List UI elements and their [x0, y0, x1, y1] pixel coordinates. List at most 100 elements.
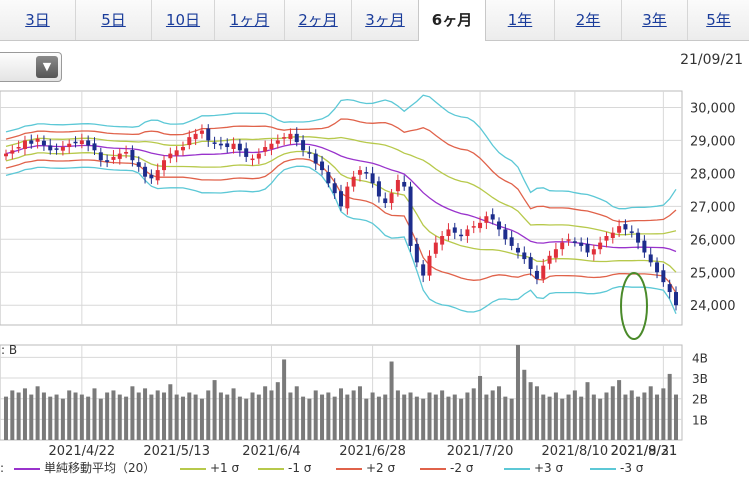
tab-1-year[interactable]: 1年	[507, 11, 533, 29]
volume-bar	[244, 398, 249, 440]
candle	[345, 182, 350, 215]
candle	[591, 244, 596, 261]
candle-body	[560, 242, 565, 250]
date-tick-label: 2021/8/31	[611, 444, 678, 459]
volume-bar	[136, 392, 141, 440]
tab-10-days[interactable]: 10日	[151, 0, 214, 40]
date-tick-label: 2021/4/22	[49, 444, 116, 459]
candle-body	[357, 170, 362, 175]
volume-bar	[174, 394, 179, 440]
candle-body	[136, 162, 141, 167]
tab-3-years[interactable]: 3年	[621, 0, 687, 40]
volume-bar	[111, 390, 116, 440]
candle-body	[376, 181, 381, 197]
candle	[440, 230, 445, 251]
volume-bar	[623, 394, 628, 440]
candle	[478, 216, 483, 233]
period-tab-bar: 3日 5日 10日 1ヶ月 2ヶ月 3ヶ月 6ヶ月 1年 2年 3年 5年	[0, 0, 749, 41]
candle	[566, 233, 571, 246]
volume-bar	[35, 386, 40, 440]
tab-5-years[interactable]: 5年	[687, 0, 749, 40]
date-tick-label: 2021/8/10	[542, 444, 609, 459]
volume-bar	[225, 394, 230, 440]
candle	[67, 139, 72, 154]
candle-body	[212, 142, 217, 144]
volume-tick-label: 3B	[692, 372, 708, 386]
candlestick-series	[4, 124, 678, 311]
chart-type-dropdown[interactable]: ▼	[0, 52, 62, 82]
legend-plus1sigma: +1 σ	[180, 459, 239, 477]
ma20-line	[5, 143, 677, 253]
volume-bar	[674, 394, 678, 440]
triangle-down-icon: ▼	[36, 56, 58, 78]
candle	[294, 127, 299, 147]
tab-2-years[interactable]: 2年	[554, 0, 621, 40]
candle	[395, 174, 400, 197]
candle-body	[225, 143, 230, 148]
candle	[29, 134, 34, 149]
candle-body	[446, 229, 451, 237]
legend-plus2sigma-label: +2 σ	[366, 461, 396, 475]
volume-bar	[250, 392, 255, 440]
tab-3-days[interactable]: 3日	[25, 11, 50, 29]
volume-bar	[67, 390, 72, 440]
volume-bar	[282, 359, 287, 440]
volume-bar	[320, 394, 325, 440]
candle	[60, 140, 65, 156]
candle	[79, 133, 84, 149]
candle	[212, 136, 217, 149]
candle-body	[48, 145, 53, 151]
candle-body	[4, 153, 8, 157]
candle	[301, 135, 306, 157]
candle-body	[155, 170, 160, 181]
candle	[288, 128, 293, 145]
volume-bar	[421, 398, 426, 440]
candle-body	[623, 224, 628, 230]
candle-body	[124, 151, 129, 154]
volume-bar	[566, 394, 571, 440]
volume-bar	[560, 398, 565, 440]
minus1-sigma-line	[5, 150, 677, 273]
volume-panel-label: : B	[1, 343, 17, 357]
volume-bar	[547, 396, 552, 440]
candle	[465, 225, 470, 243]
legend-minus3sigma-label: -3 σ	[620, 461, 644, 475]
candle-body	[332, 183, 337, 194]
candle	[180, 141, 185, 156]
candle-body	[497, 221, 502, 230]
candle	[674, 286, 678, 311]
volume-bar	[452, 394, 457, 440]
highlight-ellipse	[620, 272, 648, 340]
tab-5-days[interactable]: 5日	[75, 0, 151, 40]
volume-bar	[572, 390, 577, 440]
minus3-sigma-line	[5, 165, 677, 314]
candle	[598, 236, 603, 255]
candle-body	[92, 143, 97, 151]
candle	[370, 166, 375, 188]
volume-bar	[313, 390, 318, 440]
volume-bar	[490, 390, 495, 440]
price-axis: 24,000 25,000 26,000 27,000 28,000 29,000 30,0…	[690, 101, 736, 314]
candle-body	[256, 153, 261, 159]
candle	[326, 165, 331, 188]
candle-body	[237, 143, 242, 151]
candle	[48, 138, 53, 155]
tab-3-months[interactable]: 3ヶ月	[351, 0, 418, 40]
tab-1-month[interactable]: 1ヶ月	[214, 0, 284, 40]
volume-bar	[79, 394, 84, 440]
candle-body	[490, 214, 495, 220]
candle	[92, 137, 97, 156]
candle-body	[553, 249, 558, 258]
volume-bar	[301, 396, 306, 440]
candle-body	[364, 172, 369, 174]
legend-minus2sigma-label: -2 σ	[450, 461, 474, 475]
tab-2-months[interactable]: 2ヶ月	[284, 0, 351, 40]
candle-body	[440, 236, 445, 245]
candle-body	[484, 216, 489, 223]
date-tick-label: 2021/6/4	[242, 444, 300, 459]
price-tick-label: 25,000	[690, 266, 736, 281]
tab-6-months[interactable]: 6ヶ月	[418, 0, 486, 41]
volume-bar	[579, 396, 584, 440]
candle-body	[73, 141, 78, 144]
candle	[648, 247, 653, 267]
